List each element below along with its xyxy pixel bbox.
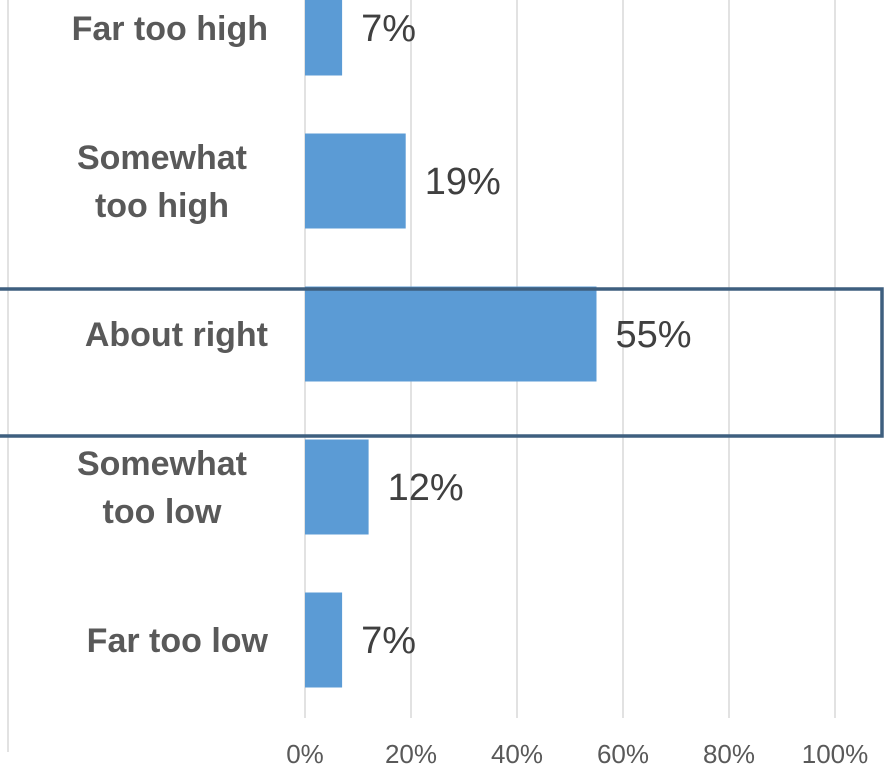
bar	[305, 439, 369, 535]
category-label-line: Somewhat	[77, 139, 247, 177]
category-labels: Far too high Somewhat too high About right S…	[72, 10, 269, 660]
highlight-box	[0, 287, 884, 438]
x-tick-label: 80%	[703, 739, 755, 769]
value-label: 7%	[361, 620, 416, 662]
bar	[305, 0, 343, 76]
bar	[305, 286, 597, 382]
category-label-line: Far too low	[87, 622, 269, 660]
category-label-line: too high	[95, 187, 229, 225]
bar	[305, 133, 406, 229]
bar	[305, 592, 343, 688]
x-tick-label: 60%	[597, 739, 649, 769]
x-tick-label: 0%	[286, 739, 324, 769]
x-tick-label: 20%	[385, 739, 437, 769]
value-label: 12%	[388, 467, 464, 509]
category-label: Far too high	[72, 10, 268, 48]
category-label: Somewhat too low	[77, 445, 247, 531]
x-tick-label: 40%	[491, 739, 543, 769]
category-label-line: About right	[85, 316, 268, 354]
value-label: 7%	[361, 8, 416, 50]
value-label: 19%	[425, 161, 501, 203]
category-label: Far too low	[87, 622, 269, 660]
x-axis-ticks: 0% 20% 40% 60% 80% 100%	[286, 739, 868, 769]
category-label: Somewhat too high	[77, 139, 247, 225]
value-labels: 7% 19% 55% 12% 7%	[361, 8, 691, 662]
category-label: About right	[85, 316, 268, 354]
bars	[305, 0, 597, 688]
value-label: 55%	[616, 314, 692, 356]
x-tick-label: 100%	[802, 739, 869, 769]
category-label-line: too low	[103, 493, 223, 531]
category-label-line: Somewhat	[77, 445, 247, 483]
category-label-line: Far too high	[72, 10, 268, 48]
